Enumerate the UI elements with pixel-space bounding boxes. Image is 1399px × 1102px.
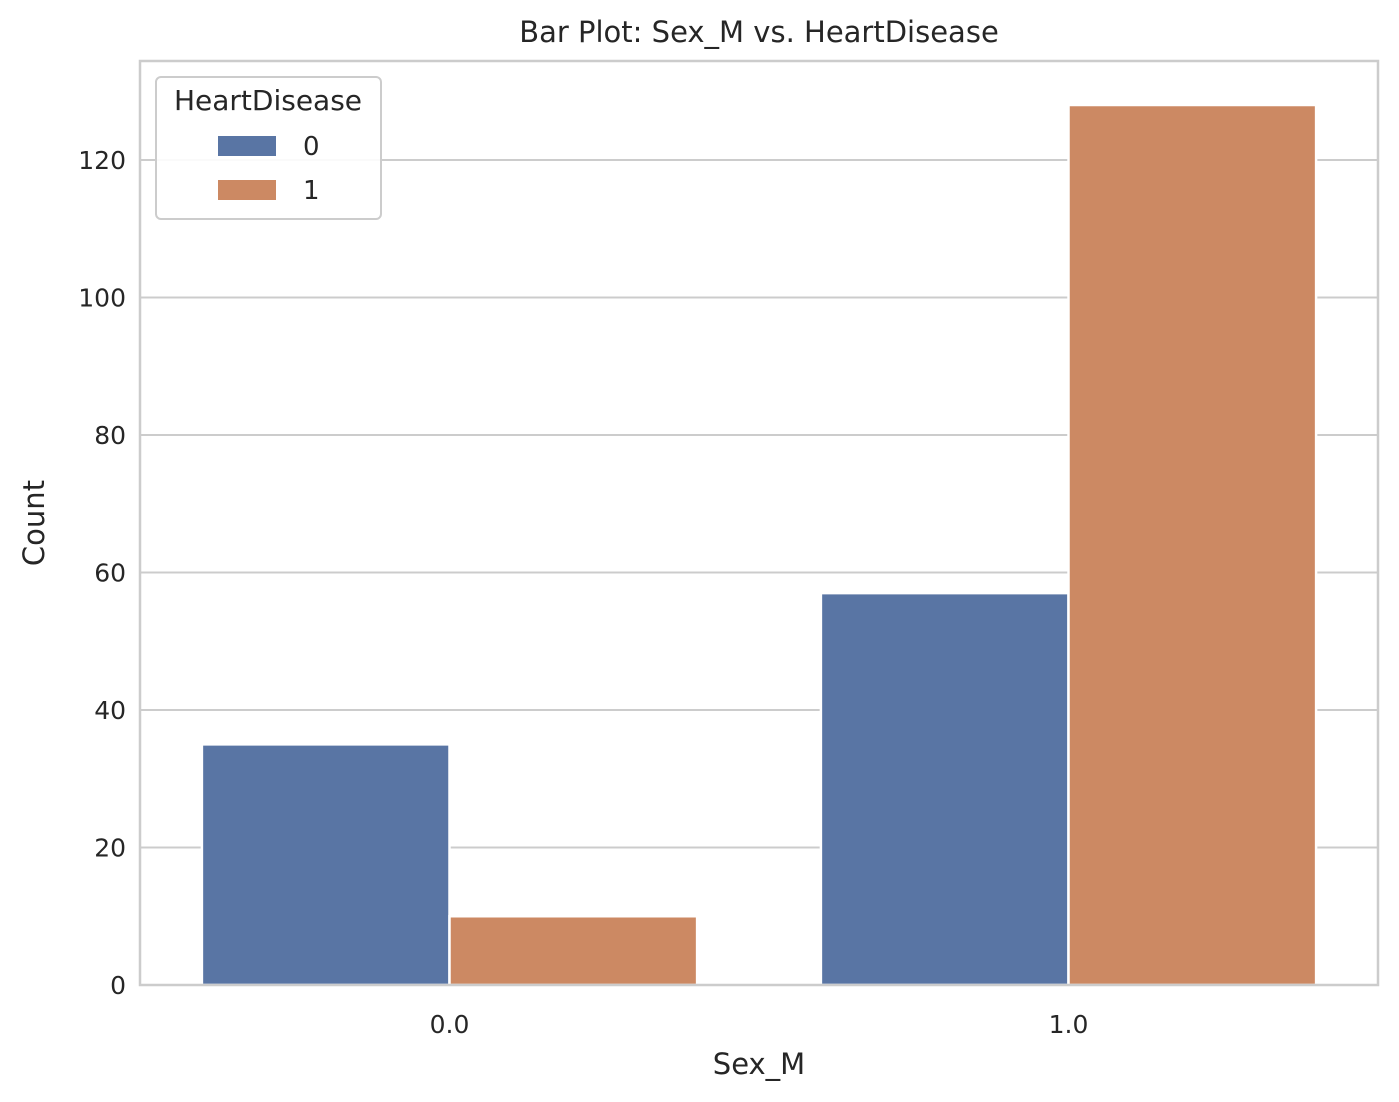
y-tick-label: 40: [94, 696, 126, 725]
x-axis-ticks: 0.0 1.0: [430, 1010, 1089, 1039]
x-tick-label: 0.0: [430, 1010, 470, 1039]
y-axis-label: Count: [17, 480, 51, 566]
y-tick-label: 100: [78, 284, 126, 313]
bar: [448, 915, 699, 987]
y-tick-label: 20: [94, 834, 126, 863]
y-tick-label: 0: [110, 971, 126, 1000]
legend-title: HeartDisease: [174, 84, 362, 117]
bar: [200, 743, 451, 987]
bar: [1067, 103, 1318, 987]
legend-label: 0: [303, 132, 320, 162]
bar: [819, 591, 1070, 987]
legend-swatch: [218, 180, 276, 200]
y-axis-ticks: 0 20 40 60 80 100 120: [78, 146, 126, 1000]
x-tick-label: 1.0: [1049, 1010, 1089, 1039]
x-axis-label: Sex_M: [713, 1047, 805, 1081]
y-tick-label: 60: [94, 559, 126, 588]
bars: [200, 103, 1318, 987]
legend-swatch: [218, 136, 276, 156]
legend[interactable]: HeartDisease 01: [155, 76, 382, 220]
plot-frame: [138, 59, 1380, 987]
y-tick-label: 120: [78, 146, 126, 175]
chart-title: Bar Plot: Sex_M vs. HeartDisease: [519, 15, 999, 49]
y-tick-label: 80: [94, 421, 126, 450]
legend-items: 01: [218, 132, 320, 206]
legend-label: 1: [303, 176, 320, 206]
